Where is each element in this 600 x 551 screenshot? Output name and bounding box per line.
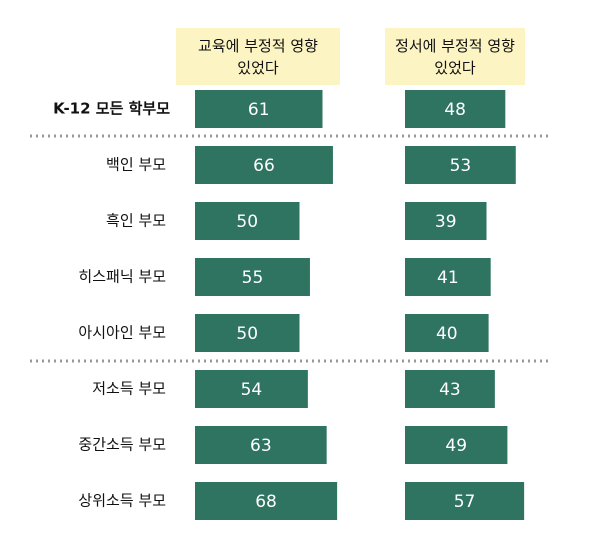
value-label: 48	[444, 100, 466, 120]
value-label: 41	[437, 268, 459, 288]
value-label: 49	[445, 436, 467, 456]
value-label: 40	[436, 324, 458, 344]
column-header: 교육에 부정적 영향 있었다	[176, 28, 340, 85]
bar	[195, 426, 327, 464]
bar	[405, 426, 508, 464]
bar	[405, 482, 525, 520]
bar	[405, 202, 487, 240]
bar	[405, 258, 491, 296]
category-label: 백인 부모	[106, 156, 166, 174]
category-label: 흑인 부모	[106, 212, 166, 230]
bar	[195, 482, 338, 520]
value-label: 68	[255, 492, 277, 512]
category-label: K-12 모든 학부모	[53, 100, 170, 118]
value-label: 54	[241, 380, 263, 400]
bar	[405, 90, 506, 128]
category-label: 중간소득 부모	[78, 436, 166, 454]
bar	[195, 314, 300, 352]
value-label: 66	[253, 156, 275, 176]
bar	[195, 90, 323, 128]
bar	[195, 146, 333, 184]
category-label: 저소득 부모	[92, 380, 166, 398]
category-label: 아시아인 부모	[78, 324, 166, 342]
bar	[405, 146, 516, 184]
value-label: 57	[454, 492, 476, 512]
bar	[195, 370, 308, 408]
value-label: 63	[250, 436, 272, 456]
column-header: 정서에 부정적 영향 있었다	[385, 28, 525, 85]
bar	[195, 258, 310, 296]
bar	[405, 370, 495, 408]
bar	[405, 314, 489, 352]
value-label: 55	[242, 268, 264, 288]
value-label: 50	[236, 212, 258, 232]
bar	[195, 202, 300, 240]
value-label: 50	[236, 324, 258, 344]
value-label: 53	[450, 156, 472, 176]
category-label: 히스패닉 부모	[78, 268, 166, 286]
value-label: 43	[439, 380, 461, 400]
category-label: 상위소득 부모	[78, 492, 166, 510]
value-label: 61	[248, 100, 270, 120]
value-label: 39	[435, 212, 457, 232]
